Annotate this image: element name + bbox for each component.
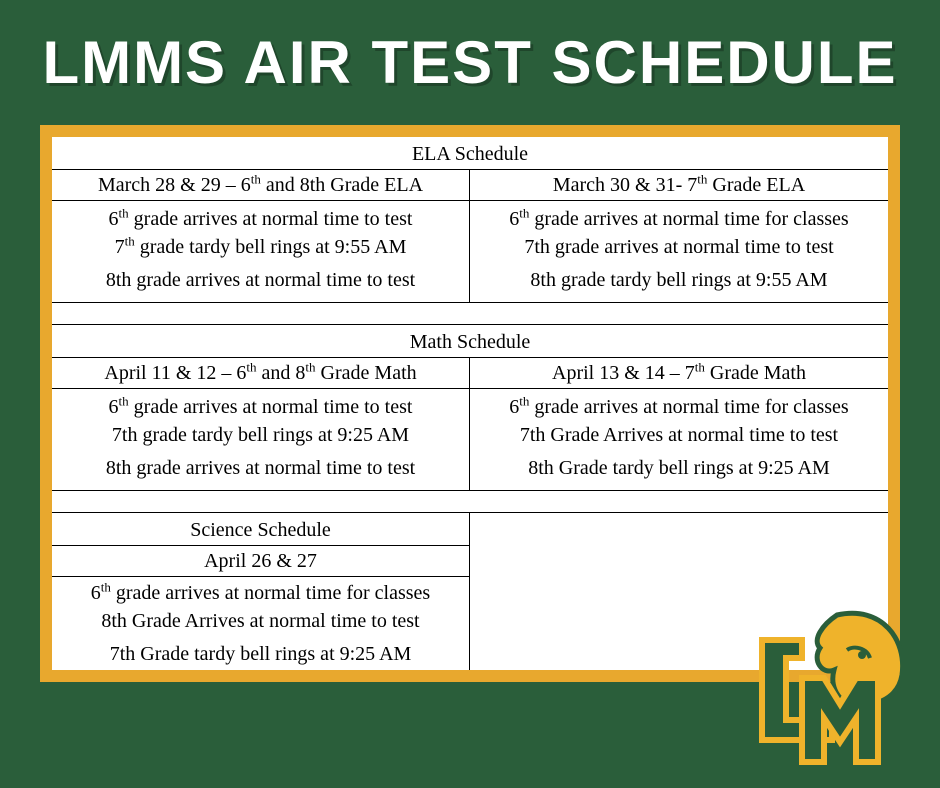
ela-left-line: 8th grade arrives at normal time to test (58, 261, 463, 294)
science-line: 8th Grade Arrives at normal time to test (58, 607, 463, 635)
science-header: Science Schedule (52, 513, 469, 546)
section-spacer (52, 491, 888, 513)
science-column: Science Schedule April 26 & 27 6th grade… (52, 513, 470, 670)
ela-left-line: 7th grade tardy bell rings at 9:55 AM (58, 233, 463, 261)
math-right-details: 6th grade arrives at normal time for cla… (470, 389, 888, 491)
page-title: LMMS AIR TEST SCHEDULE (0, 0, 940, 117)
math-right-dates: April 13 & 14 – 7th Grade Math (470, 358, 888, 389)
science-line: 6th grade arrives at normal time for cla… (58, 579, 463, 607)
math-header: Math Schedule (52, 325, 888, 358)
ela-dates-row: March 28 & 29 – 6th and 8th Grade ELA Ma… (52, 170, 888, 201)
school-logo (742, 600, 912, 770)
ela-right-line: 7th grade arrives at normal time to test (476, 233, 882, 261)
math-dates-row: April 11 & 12 – 6th and 8th Grade Math A… (52, 358, 888, 389)
math-details-row: 6th grade arrives at normal time to test… (52, 389, 888, 491)
math-right-line: 8th Grade tardy bell rings at 9:25 AM (476, 449, 882, 482)
logo-icon (742, 600, 912, 770)
schedule-frame: ELA Schedule March 28 & 29 – 6th and 8th… (40, 125, 900, 682)
science-line: 7th Grade tardy bell rings at 9:25 AM (58, 635, 463, 668)
science-dates: April 26 & 27 (52, 546, 469, 577)
schedule-panel: ELA Schedule March 28 & 29 – 6th and 8th… (52, 137, 888, 670)
ela-right-dates: March 30 & 31- 7th Grade ELA (470, 170, 888, 201)
science-details: 6th grade arrives at normal time for cla… (52, 577, 469, 670)
ela-right-line: 6th grade arrives at normal time for cla… (476, 205, 882, 233)
math-left-line: 8th grade arrives at normal time to test (58, 449, 463, 482)
ela-right-details: 6th grade arrives at normal time for cla… (470, 201, 888, 303)
ela-left-details: 6th grade arrives at normal time to test… (52, 201, 470, 303)
ela-header: ELA Schedule (52, 137, 888, 170)
math-right-line: 6th grade arrives at normal time for cla… (476, 393, 882, 421)
ela-left-line: 6th grade arrives at normal time to test (58, 205, 463, 233)
math-right-line: 7th Grade Arrives at normal time to test (476, 421, 882, 449)
math-left-line: 7th grade tardy bell rings at 9:25 AM (58, 421, 463, 449)
math-left-dates: April 11 & 12 – 6th and 8th Grade Math (52, 358, 470, 389)
ela-details-row: 6th grade arrives at normal time to test… (52, 201, 888, 303)
math-left-line: 6th grade arrives at normal time to test (58, 393, 463, 421)
ela-right-line: 8th grade tardy bell rings at 9:55 AM (476, 261, 882, 294)
math-left-details: 6th grade arrives at normal time to test… (52, 389, 470, 491)
section-spacer (52, 303, 888, 325)
ela-left-dates: March 28 & 29 – 6th and 8th Grade ELA (52, 170, 470, 201)
